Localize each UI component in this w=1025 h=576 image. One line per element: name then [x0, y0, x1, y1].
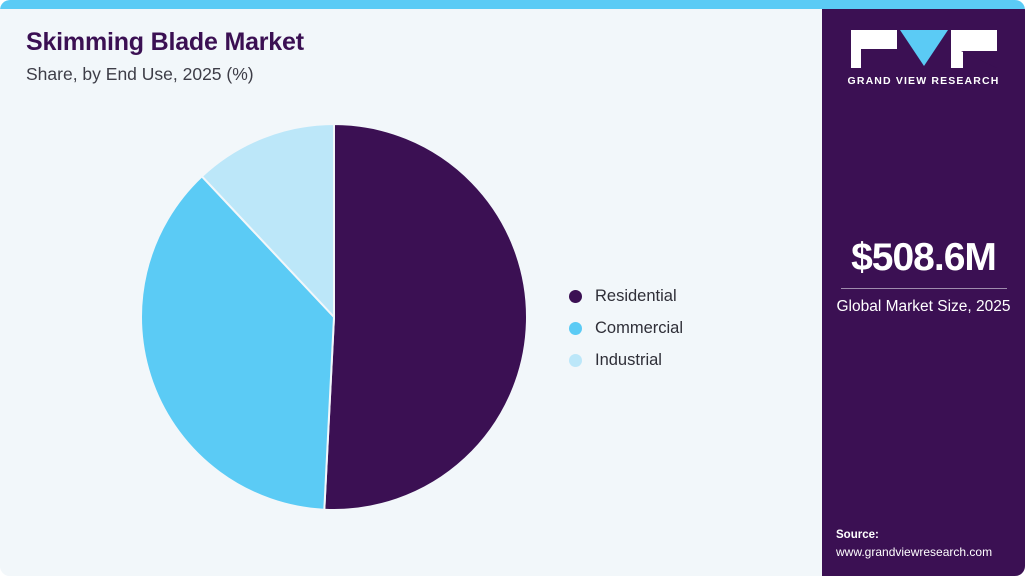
stat-divider — [840, 287, 1007, 289]
legend-label-commercial: Commercial — [595, 318, 684, 337]
page-title: Skimming Blade Market — [26, 28, 304, 56]
legend-item-industrial[interactable]: Industrial — [569, 344, 799, 376]
chart-panel: Skimming Blade Market Share, by End Use,… — [0, 9, 822, 576]
brand-wordmark: GRAND VIEW RESEARCH — [847, 75, 1000, 87]
chart-legend: Residential Commercial Industrial — [569, 280, 799, 376]
pie-slice-industrial[interactable] — [200, 122, 335, 320]
legend-swatch-residential — [569, 289, 582, 303]
legend-swatch-industrial — [569, 353, 582, 367]
market-size-block: $508.6M Global Market Size, 2025 — [822, 236, 1025, 318]
source-url: www.grandviewresearch.com — [836, 544, 993, 559]
top-accent-bar — [0, 0, 1025, 9]
market-size-value: $508.6M — [851, 236, 997, 279]
pie-chart — [138, 122, 534, 522]
pie-slice-commercial[interactable] — [140, 174, 336, 511]
market-size-caption: Global Market Size, 2025 — [836, 297, 1011, 315]
page-subtitle: Share, by End Use, 2025 (%) — [26, 63, 254, 84]
legend-label-residential: Residential — [595, 286, 677, 305]
source-block: Source: www.grandviewresearch.com — [836, 528, 1025, 560]
pie-chart-svg — [140, 122, 528, 511]
brand-logo-block: GRAND VIEW RESEARCH — [822, 30, 1025, 87]
pie-slice-residential[interactable] — [323, 122, 528, 511]
legend-label-industrial: Industrial — [595, 350, 662, 369]
pie-slice-group — [140, 122, 528, 511]
legend-item-commercial[interactable]: Commercial — [569, 312, 799, 344]
gvr-logo-icon — [850, 30, 997, 68]
legend-item-residential[interactable]: Residential — [569, 280, 799, 312]
legend-swatch-commercial — [569, 321, 582, 335]
source-label: Source: — [836, 529, 879, 542]
title-block: Skimming Blade Market Share, by End Use,… — [26, 28, 726, 85]
brand-panel: GRAND VIEW RESEARCH $508.6M Global Marke… — [822, 9, 1025, 576]
